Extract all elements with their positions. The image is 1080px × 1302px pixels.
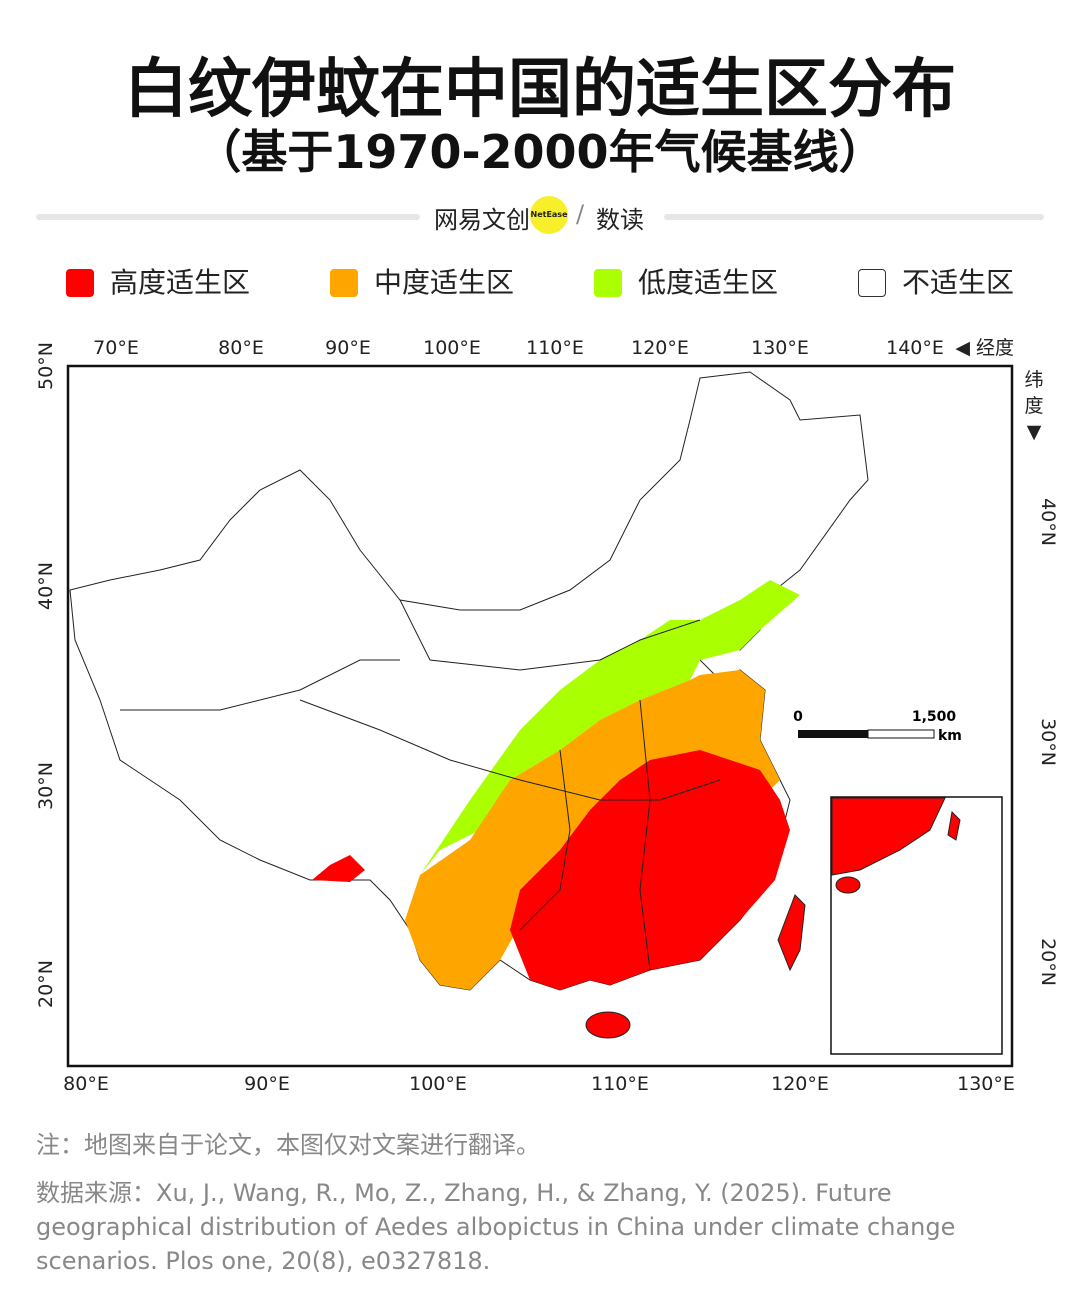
bottom-axis-label: 110°E: [591, 1073, 649, 1090]
bottom-axis-label: 130°E: [957, 1073, 1015, 1090]
brand: 网易文创 NetEase / 数读: [430, 196, 660, 236]
bottom-axis-label: 90°E: [244, 1073, 290, 1090]
right-axis-label: 40°N: [1037, 498, 1059, 546]
province-border: [299, 699, 721, 801]
legend-swatch: [66, 269, 94, 297]
legend-swatch: [594, 269, 622, 297]
brand-separator: /: [576, 200, 585, 228]
brand-badge: NetEase: [530, 196, 568, 234]
legend-label: 不适生区: [902, 266, 1015, 299]
inset: [830, 796, 1003, 1055]
right-axis-label: 20°N: [1037, 938, 1059, 986]
brand-name: 网易文创: [434, 206, 530, 234]
scale-start: 0: [793, 709, 803, 725]
top-axis-label: 100°E: [423, 337, 481, 359]
left-axis-label: 30°N: [35, 762, 57, 810]
legend-item: 中度适生区: [330, 264, 514, 302]
scale-end: 1,500: [912, 709, 957, 725]
taiwan: [777, 894, 806, 972]
top-axis-label: 110°E: [526, 337, 584, 359]
inset-land: [831, 797, 946, 876]
scale-segment: [867, 729, 935, 739]
scale-bar: 0 1,500 km: [793, 709, 962, 744]
legend-label: 高度适生区: [110, 266, 251, 299]
source: 数据来源：Xu, J., Wang, R., Mo, Z., Zhang, H.…: [36, 1179, 956, 1275]
high-zone: [510, 750, 790, 990]
right-axis-name: 纬: [1024, 369, 1043, 391]
title: 白纹伊蚊在中国的适生区分布: [124, 53, 956, 127]
left-axis-label: 50°N: [35, 342, 57, 390]
inset-hainan: [835, 876, 861, 894]
province-border: [639, 699, 651, 971]
bottom-axis-label: 100°E: [409, 1073, 467, 1090]
top-axis-label: 130°E: [751, 337, 809, 359]
divider: [36, 214, 420, 220]
subtitle: （基于1970-2000年气候基线）: [195, 125, 885, 179]
right-axis-name: ▼: [1027, 421, 1042, 443]
top-axis-label: 140°E: [886, 337, 944, 359]
legend-item: 不适生区: [858, 264, 1014, 302]
legend-swatch: [858, 269, 886, 297]
note: 注：地图来自于论文，本图仅对文案进行翻译。: [36, 1131, 540, 1159]
legend-swatch: [330, 269, 358, 297]
right-axis-name: 度: [1024, 395, 1043, 417]
top-axis-label: 70°E: [93, 337, 139, 359]
legend-label: 低度适生区: [638, 266, 779, 299]
scale-unit: km: [938, 728, 962, 744]
top-axis-label: 120°E: [631, 337, 689, 359]
mid-zone: [405, 670, 780, 990]
legend-item: 高度适生区: [66, 264, 250, 302]
province-border: [399, 599, 701, 671]
top-axis-label: 80°E: [218, 337, 264, 359]
bottom-axis-label: 120°E: [771, 1073, 829, 1090]
legend-label: 中度适生区: [374, 266, 515, 299]
hainan: [585, 1011, 631, 1039]
legend-item: 低度适生区: [594, 264, 778, 302]
brand-section: 数读: [596, 206, 644, 234]
top-axis-label: 90°E: [325, 337, 371, 359]
top-axis-name: ◀ 经度: [955, 337, 1014, 359]
left-axis-label: 40°N: [35, 562, 57, 610]
inset-taiwan: [947, 810, 961, 841]
province-border: [519, 749, 571, 931]
legend: 高度适生区 中度适生区 低度适生区 不适生区: [0, 264, 1080, 304]
divider: [664, 214, 1044, 220]
scale-segment: [798, 730, 868, 738]
province-border: [120, 659, 400, 711]
right-axis-label: 30°N: [1037, 718, 1059, 766]
china-map: [69, 371, 869, 1039]
bottom-axis-label: 80°E: [63, 1073, 109, 1090]
map: 70°E 80°E 90°E 100°E 110°E 120°E 130°E 140°E ◀ 经…: [35, 337, 1059, 1090]
low-zone: [420, 580, 800, 875]
left-axis-label: 20°N: [35, 960, 57, 1008]
high-zone-west: [312, 855, 365, 882]
